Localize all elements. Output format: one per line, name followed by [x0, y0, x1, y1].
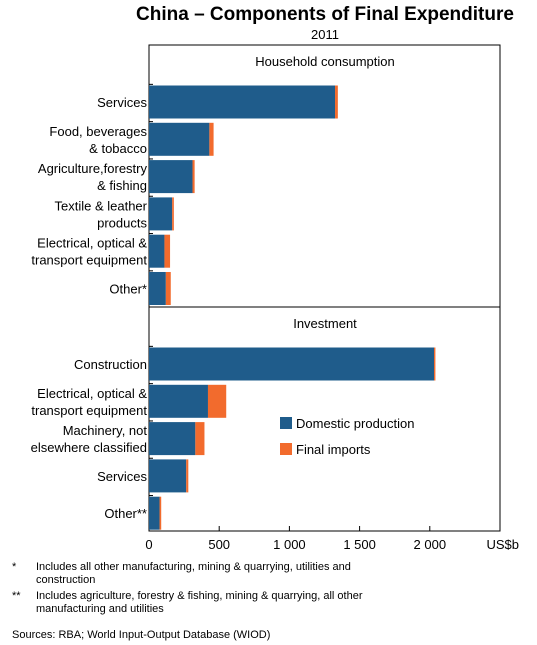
panel-title: Investment [293, 316, 357, 331]
footnote-mark: ** [12, 590, 21, 602]
bar-domestic [149, 496, 160, 530]
category-label-line: & tobacco [89, 141, 147, 156]
category-label: Other* [109, 282, 147, 297]
category-label-line: Construction [74, 357, 147, 372]
category-label: Services [97, 95, 147, 110]
legend-swatch-domestic [280, 417, 292, 429]
category-label-line: elsewhere classified [31, 440, 147, 455]
x-tick-label: 0 [145, 537, 152, 552]
x-tick-label: 500 [208, 537, 230, 552]
category-label-line: Agriculture,forestry [38, 161, 148, 176]
footnote-text: Includes all other manufacturing, mining… [36, 561, 351, 586]
bar-imports [186, 459, 189, 493]
bar-imports [209, 122, 214, 156]
category-label-line: Other** [104, 506, 147, 521]
bar-domestic [149, 122, 210, 156]
bar-imports [192, 160, 195, 194]
footnote-text: Includes agriculture, forestry & fishing… [36, 590, 363, 615]
category-label-line: & fishing [97, 178, 147, 193]
category-label: Other** [104, 506, 147, 521]
category-label: Construction [74, 357, 147, 372]
category-label-line: Machinery, not [63, 423, 148, 438]
category-label-line: Services [97, 469, 147, 484]
category-label: Agriculture,forestry & fishing [38, 161, 148, 193]
category-label-line: Textile & leather [55, 198, 148, 213]
category-label: Machinery, not elsewhere classified [31, 423, 148, 455]
panel-title: Household consumption [255, 54, 394, 69]
bar-imports [195, 422, 205, 456]
bar-imports [172, 197, 174, 231]
footnotes: * Includes all other manufacturing, mini… [12, 561, 527, 619]
chart-title: China – Components of Final Expenditure [136, 4, 514, 25]
category-label: Services [97, 469, 147, 484]
legend: Domestic production Final imports [280, 416, 415, 457]
category-label-line: Electrical, optical & [37, 236, 147, 251]
category-label-line: transport equipment [31, 403, 147, 418]
category-label-line: Electrical, optical & [37, 386, 147, 401]
bar-domestic [149, 384, 208, 418]
bar-domestic [149, 272, 166, 305]
legend-swatch-imports [280, 443, 292, 455]
bar-domestic [149, 197, 173, 231]
sources: Sources: RBA; World Input-Output Databas… [12, 629, 271, 641]
bar-imports [434, 347, 436, 381]
category-label-line: transport equipment [31, 253, 147, 268]
x-tick-label: 2 000 [414, 537, 447, 552]
category-label: Food, beverages & tobacco [49, 124, 147, 156]
bar-imports [335, 85, 338, 119]
category-label: Textile & leather products [55, 198, 148, 230]
category-label: Electrical, optical & transport equipment [31, 236, 147, 268]
bar-domestic [149, 347, 435, 381]
bar-domestic [149, 234, 165, 268]
bar-imports [164, 234, 171, 268]
chart: China – Components of Final Expenditure … [31, 4, 519, 552]
legend-label-domestic: Domestic production [296, 416, 415, 431]
bar-domestic [149, 459, 187, 493]
bar-domestic [149, 160, 193, 194]
bar-imports [207, 384, 227, 418]
category-label-line: products [97, 215, 147, 230]
footnote-1: * Includes all other manufacturing, mini… [12, 561, 527, 587]
x-tick-label: 1 500 [343, 537, 376, 552]
legend-label-imports: Final imports [296, 442, 371, 457]
category-label-line: Services [97, 95, 147, 110]
x-unit-label: US$b [486, 537, 519, 552]
footnote-mark: * [12, 561, 17, 573]
category-label-line: Other* [109, 282, 147, 297]
category-label-line: Food, beverages [49, 124, 147, 139]
category-label: Electrical, optical & transport equipment [31, 386, 147, 418]
footnote-2: ** Includes agriculture, forestry & fish… [12, 590, 527, 616]
bar-domestic [149, 422, 196, 456]
x-tick-label: 1 000 [273, 537, 306, 552]
bar-imports [165, 272, 171, 305]
chart-subtitle: 2011 [311, 27, 339, 42]
plot-area: 0 500 1 000 1 500 2 000 US$b Household consump… [31, 44, 519, 552]
bar-domestic [149, 85, 336, 119]
bar-imports [159, 496, 162, 530]
